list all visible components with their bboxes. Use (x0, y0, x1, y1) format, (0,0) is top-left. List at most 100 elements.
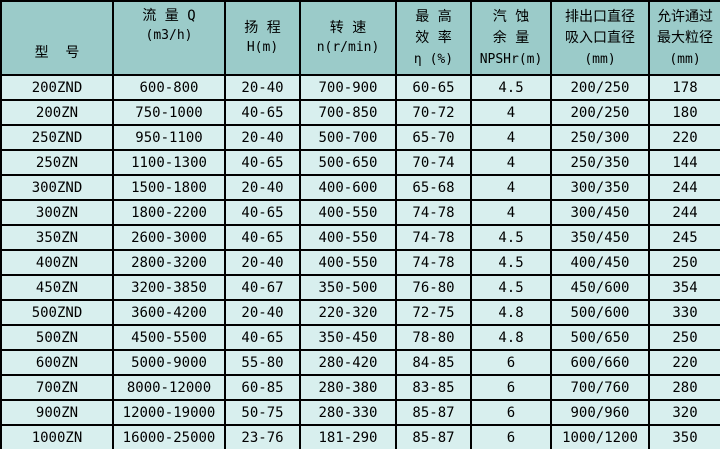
cell-flow: 5000-9000 (112, 349, 226, 376)
cell-head: 40-65 (224, 199, 301, 226)
table-row: 200ZND 600-800 20-40 700-900 60-65 4.5 200/250… (0, 74, 720, 101)
cell-head: 40-65 (224, 99, 301, 126)
cell-diameters: 500/650 (550, 324, 650, 351)
cell-diameters: 700/760 (550, 374, 650, 401)
cell-model: 600ZN (0, 349, 114, 376)
table-row: 300ZN 1800-2200 40-65 400-550 74-78 4 300/450 2… (0, 199, 720, 226)
cell-efficiency: 70-74 (395, 149, 472, 176)
cell-efficiency: 70-72 (395, 99, 472, 126)
table-row: 250ZND 950-1100 20-40 500-700 65-70 4 250/300 2… (0, 124, 720, 151)
cell-efficiency: 65-68 (395, 174, 472, 201)
cell-max_particle: 244 (648, 199, 720, 226)
table-row: 400ZN 2800-3200 20-40 400-550 74-78 4.5 400/45… (0, 249, 720, 276)
cell-speed: 280-330 (299, 399, 397, 426)
cell-model: 300ZND (0, 174, 114, 201)
header-line: (mm) (584, 51, 616, 67)
cell-max_particle: 250 (648, 324, 720, 351)
cell-head: 40-67 (224, 274, 301, 301)
table-row: 450ZN 3200-3850 40-67 350-500 76-80 4.5 450/60… (0, 274, 720, 301)
header-line: NPSHr(m) (479, 51, 543, 67)
cell-diameters: 250/350 (550, 149, 650, 176)
cell-speed: 350-500 (299, 274, 397, 301)
cell-flow: 600-800 (112, 74, 226, 101)
cell-speed: 181-290 (299, 424, 397, 449)
header-line: 扬 程 (244, 20, 281, 36)
cell-efficiency: 84-85 (395, 349, 472, 376)
column-header-max-particle: 允许通过 最大粒径 (mm) (648, 0, 720, 76)
cell-efficiency: 85-87 (395, 424, 472, 449)
cell-efficiency: 60-65 (395, 74, 472, 101)
cell-head: 40-65 (224, 224, 301, 251)
table-row: 250ZN 1100-1300 40-65 500-650 70-74 4 250/350 1… (0, 149, 720, 176)
column-header-speed: 转 速 n(r/min) (299, 0, 397, 76)
cell-diameters: 900/960 (550, 399, 650, 426)
cell-model: 400ZN (0, 249, 114, 276)
cell-head: 40-65 (224, 324, 301, 351)
table-row: 1000ZN 16000-25000 23-76 181-290 85-87 6 1000/… (0, 424, 720, 449)
cell-speed: 350-450 (299, 324, 397, 351)
cell-diameters: 300/450 (550, 199, 650, 226)
cell-flow: 1800-2200 (112, 199, 226, 226)
cell-head: 60-85 (224, 374, 301, 401)
cell-flow: 2800-3200 (112, 249, 226, 276)
cell-efficiency: 76-80 (395, 274, 472, 301)
header-line: (mm) (669, 51, 701, 67)
cell-npsh: 4 (470, 99, 552, 126)
cell-flow: 8000-12000 (112, 374, 226, 401)
cell-max_particle: 320 (648, 399, 720, 426)
header-line: 效 率 (415, 29, 452, 46)
cell-npsh: 4 (470, 199, 552, 226)
header-line: 转 速 (329, 20, 367, 36)
cell-model: 450ZN (0, 274, 114, 301)
header-line: 型 号 (34, 45, 80, 61)
header-line: H(m) (246, 40, 279, 55)
table-row: 700ZN 8000-12000 60-85 280-380 83-85 6 700/760… (0, 374, 720, 401)
cell-speed: 700-850 (299, 99, 397, 126)
cell-model: 900ZN (0, 399, 114, 426)
cell-npsh: 4.8 (470, 299, 552, 326)
cell-max_particle: 350 (648, 424, 720, 449)
cell-npsh: 4 (470, 174, 552, 201)
cell-npsh: 4.5 (470, 249, 552, 276)
header-line: 允许通过 (657, 8, 713, 25)
cell-diameters: 450/600 (550, 274, 650, 301)
cell-model: 1000ZN (0, 424, 114, 449)
cell-npsh: 6 (470, 374, 552, 401)
column-header-head: 扬 程 H(m) (224, 0, 301, 76)
cell-flow: 750-1000 (112, 99, 226, 126)
cell-diameters: 500/600 (550, 299, 650, 326)
header-line: 汽 蚀 (492, 8, 530, 25)
cell-max_particle: 178 (648, 74, 720, 101)
cell-npsh: 4.5 (470, 74, 552, 101)
header-line: η (%) (413, 51, 454, 67)
table-row: 200ZN 750-1000 40-65 700-850 70-72 4 200/250 18… (0, 99, 720, 126)
header-line: 最大粒径 (657, 29, 713, 46)
cell-npsh: 4.5 (470, 274, 552, 301)
cell-model: 250ZN (0, 149, 114, 176)
table-row: 600ZN 5000-9000 55-80 280-420 84-85 6 600/660 2… (0, 349, 720, 376)
cell-head: 40-65 (224, 149, 301, 176)
cell-npsh: 4 (470, 124, 552, 151)
cell-flow: 16000-25000 (112, 424, 226, 449)
cell-flow: 950-1100 (112, 124, 226, 151)
cell-max_particle: 144 (648, 149, 720, 176)
cell-diameters: 300/350 (550, 174, 650, 201)
cell-model: 500ZND (0, 299, 114, 326)
cell-head: 23-76 (224, 424, 301, 449)
cell-efficiency: 74-78 (395, 199, 472, 226)
cell-flow: 2600-3000 (112, 224, 226, 251)
header-line: 排出口直径 (565, 8, 635, 25)
cell-npsh: 4.5 (470, 224, 552, 251)
cell-speed: 400-600 (299, 174, 397, 201)
cell-max_particle: 250 (648, 249, 720, 276)
cell-diameters: 400/450 (550, 249, 650, 276)
cell-flow: 12000-19000 (112, 399, 226, 426)
column-header-diameters: 排出口直径 吸入口直径 (mm) (550, 0, 650, 76)
cell-speed: 400-550 (299, 199, 397, 226)
cell-speed: 220-320 (299, 299, 397, 326)
header-row: 型 号 流 量 Q (m3/h) 扬 程 H(m) (0, 0, 720, 76)
table-row: 500ZND 3600-4200 20-40 220-320 72-75 4.8 500/6… (0, 299, 720, 326)
cell-head: 20-40 (224, 174, 301, 201)
